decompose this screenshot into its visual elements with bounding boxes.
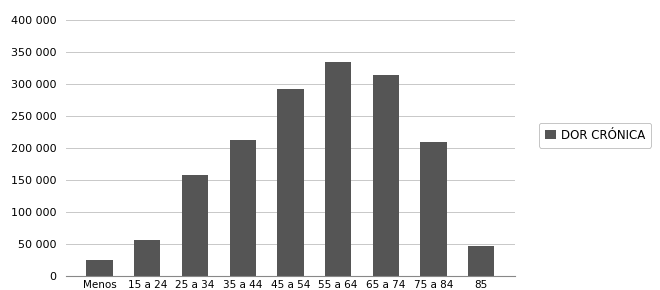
Bar xyxy=(134,240,160,276)
Bar xyxy=(230,140,256,276)
Bar xyxy=(182,175,208,276)
Bar xyxy=(277,89,304,276)
Legend: DOR CRÓNICA: DOR CRÓNICA xyxy=(539,123,651,148)
Bar xyxy=(325,62,351,276)
Bar xyxy=(420,142,447,276)
Bar xyxy=(468,246,494,276)
Bar xyxy=(86,260,113,276)
Bar xyxy=(373,75,399,276)
